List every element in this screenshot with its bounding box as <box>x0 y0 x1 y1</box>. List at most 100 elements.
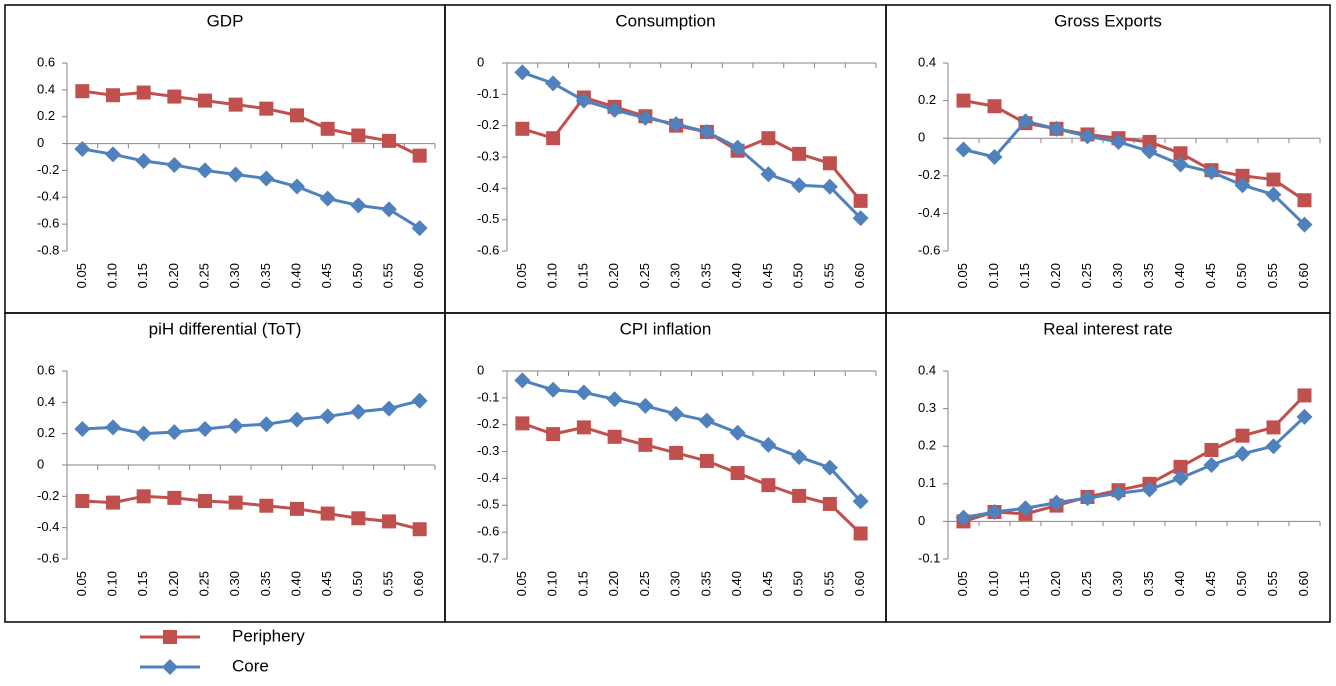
y-tick-label: 0 <box>477 362 484 377</box>
marker <box>74 140 91 157</box>
x-tick-label: 0.15 <box>575 263 590 288</box>
x-tick-label: 0.05 <box>74 571 89 596</box>
chart-title: GDP <box>207 11 244 30</box>
x-tick-label: 0.20 <box>166 571 181 596</box>
marker <box>853 526 868 541</box>
marker <box>228 495 243 510</box>
series-line <box>521 70 862 220</box>
x-tick-label: 0.55 <box>821 571 836 596</box>
x-tick-label: 0.25 <box>1079 263 1094 288</box>
marker <box>351 128 366 143</box>
marker <box>986 504 1003 520</box>
marker <box>382 514 396 529</box>
y-tick-label: -0.2 <box>477 416 499 431</box>
y-tick-label: -0.4 <box>477 470 499 485</box>
y-tick-label: -0.2 <box>37 162 59 177</box>
marker <box>760 436 777 453</box>
marker <box>546 131 561 146</box>
y-tick-label: -0.4 <box>477 180 499 195</box>
x-tick-label: 0.35 <box>1141 263 1156 288</box>
marker <box>259 498 274 513</box>
marker <box>135 425 152 442</box>
panel-border <box>4 312 446 623</box>
marker <box>729 424 746 441</box>
x-tick-label: 0.60 <box>852 571 867 596</box>
marker <box>1235 428 1250 443</box>
y-tick-label: 0.3 <box>918 400 936 415</box>
marker <box>955 509 972 526</box>
marker <box>258 170 275 187</box>
x-tick-label: 0.50 <box>1234 263 1249 288</box>
marker <box>1296 408 1313 425</box>
marker <box>791 177 808 194</box>
x-tick-label: 0.30 <box>668 571 683 596</box>
x-tick-label: 0.45 <box>760 571 775 596</box>
y-tick-label: -0.8 <box>37 242 59 257</box>
x-tick-label: 0.40 <box>288 263 303 288</box>
marker <box>1235 168 1250 183</box>
marker <box>852 493 869 510</box>
legend-marker <box>162 659 178 675</box>
marker <box>1203 164 1220 181</box>
marker <box>259 101 274 116</box>
x-tick-label: 0.55 <box>821 263 836 288</box>
marker <box>515 121 530 136</box>
marker <box>760 166 777 183</box>
x-tick-label: 0.40 <box>1172 571 1187 596</box>
marker <box>668 116 685 133</box>
marker <box>319 190 336 207</box>
marker <box>320 121 335 136</box>
series-line <box>521 421 862 535</box>
marker <box>761 131 776 146</box>
x-tick-label: 0.10 <box>986 263 1001 288</box>
marker <box>575 92 592 109</box>
y-tick-label: -0.6 <box>37 550 59 565</box>
y-tick-label: -0.2 <box>37 488 59 503</box>
marker <box>166 424 183 441</box>
y-tick-label: 0.4 <box>918 362 936 377</box>
y-tick-label: -0.3 <box>477 148 499 163</box>
marker <box>1141 143 1158 160</box>
marker <box>545 381 562 398</box>
x-tick-label: 0.35 <box>698 263 713 288</box>
marker <box>955 141 972 158</box>
y-tick-label: -0.1 <box>477 86 499 101</box>
chart-title: CPI inflation <box>620 319 712 338</box>
y-tick-label: 0 <box>918 513 925 528</box>
marker <box>136 489 151 504</box>
x-tick-label: 0.05 <box>955 263 970 288</box>
x-tick-label: 0.45 <box>319 571 334 596</box>
marker <box>411 392 428 409</box>
panel-border <box>4 4 446 314</box>
marker <box>197 420 213 437</box>
y-tick-label: 0.1 <box>918 475 936 490</box>
y-tick-label: 0.2 <box>918 438 936 453</box>
x-tick-label: 0.30 <box>1110 263 1125 288</box>
marker <box>290 501 304 516</box>
x-tick-label: 0.60 <box>852 263 867 288</box>
marker <box>1110 485 1127 502</box>
marker <box>1142 134 1157 149</box>
x-tick-label: 0.40 <box>288 571 303 596</box>
x-tick-label: 0.25 <box>196 571 211 596</box>
x-tick-label: 0.45 <box>760 263 775 288</box>
y-tick-label: 0.6 <box>37 362 55 377</box>
marker <box>853 193 868 208</box>
x-tick-label: 0.55 <box>1265 263 1280 288</box>
x-tick-label: 0.50 <box>350 263 365 288</box>
marker <box>669 445 684 460</box>
marker <box>852 210 869 227</box>
y-tick-label: 0.4 <box>37 81 55 96</box>
x-tick-label: 0.55 <box>380 263 395 288</box>
marker <box>319 408 336 425</box>
x-tick-label: 0.50 <box>1234 571 1249 596</box>
y-tick-label: 0.2 <box>37 425 55 440</box>
marker <box>1297 388 1312 403</box>
marker <box>1297 193 1312 208</box>
y-tick-label: 0 <box>477 54 484 69</box>
marker <box>289 411 305 428</box>
marker <box>698 412 715 429</box>
y-tick-label: -0.2 <box>918 167 940 182</box>
marker <box>607 429 622 444</box>
chart-title: Gross Exports <box>1054 11 1162 30</box>
